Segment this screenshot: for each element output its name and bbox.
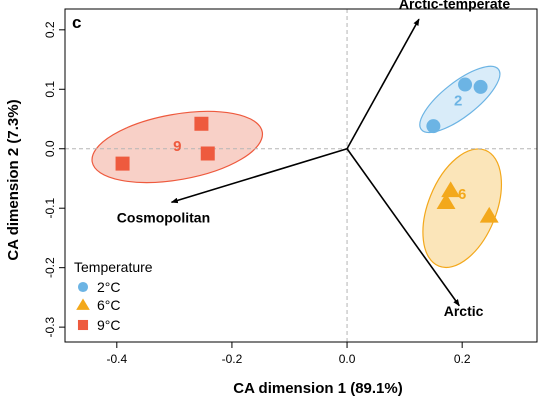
group-label-2c: 2 xyxy=(454,93,462,110)
point-6c-2 xyxy=(436,193,456,210)
arrow-label-arctic-temperate: Arctic-temperate xyxy=(399,0,510,11)
arrow-arctic-temperate xyxy=(346,18,420,150)
point-2c-3 xyxy=(473,79,488,94)
legend-entry-9c: 9°C xyxy=(97,317,121,333)
legend-symbol-6c xyxy=(76,298,90,310)
legend-entry-2c: 2°C xyxy=(97,279,121,295)
arrow-label-cosmopolitan: Cosmopolitan xyxy=(117,209,210,225)
x-tick-label: -0.2 xyxy=(222,352,243,366)
y-tick-label: 0.1 xyxy=(43,81,57,98)
panel-label: c xyxy=(72,13,81,32)
y-tick-label: -0.2 xyxy=(43,257,57,278)
y-tick-label: -0.1 xyxy=(43,198,57,219)
x-tick-label: 0.0 xyxy=(339,352,356,366)
point-2c-1 xyxy=(426,119,441,134)
y-axis-title: CA dimension 2 (7.3%) xyxy=(5,99,22,260)
legend-symbol-2c xyxy=(77,281,89,293)
x-tick-label: -0.4 xyxy=(106,352,127,366)
plot-frame xyxy=(64,8,538,343)
y-tick-label: 0.2 xyxy=(43,21,57,38)
point-9c-1 xyxy=(115,156,130,171)
point-9c-3 xyxy=(200,146,215,161)
point-9c-2 xyxy=(194,116,209,131)
y-tick-label: -0.3 xyxy=(43,316,57,337)
y-tick-label: 0.0 xyxy=(43,140,57,157)
legend-symbol-9c xyxy=(77,319,89,331)
group-label-9c: 9 xyxy=(173,138,181,155)
legend-entry-6c: 6°C xyxy=(97,297,121,313)
arrow-cosmopolitan xyxy=(170,147,348,204)
point-6c-3 xyxy=(479,206,499,223)
point-2c-2 xyxy=(458,77,473,92)
arrow-label-arctic: Arctic xyxy=(444,303,484,319)
ellipse-6c xyxy=(422,148,502,269)
point-6c-1 xyxy=(441,181,461,198)
legend-title: Temperature xyxy=(74,259,153,275)
arrow-arctic xyxy=(346,148,460,307)
x-axis-title: CA dimension 1 (89.1%) xyxy=(233,380,402,397)
group-label-6c: 6 xyxy=(458,186,466,203)
ellipse-9c xyxy=(91,110,264,184)
x-tick-label: 0.2 xyxy=(454,352,471,366)
